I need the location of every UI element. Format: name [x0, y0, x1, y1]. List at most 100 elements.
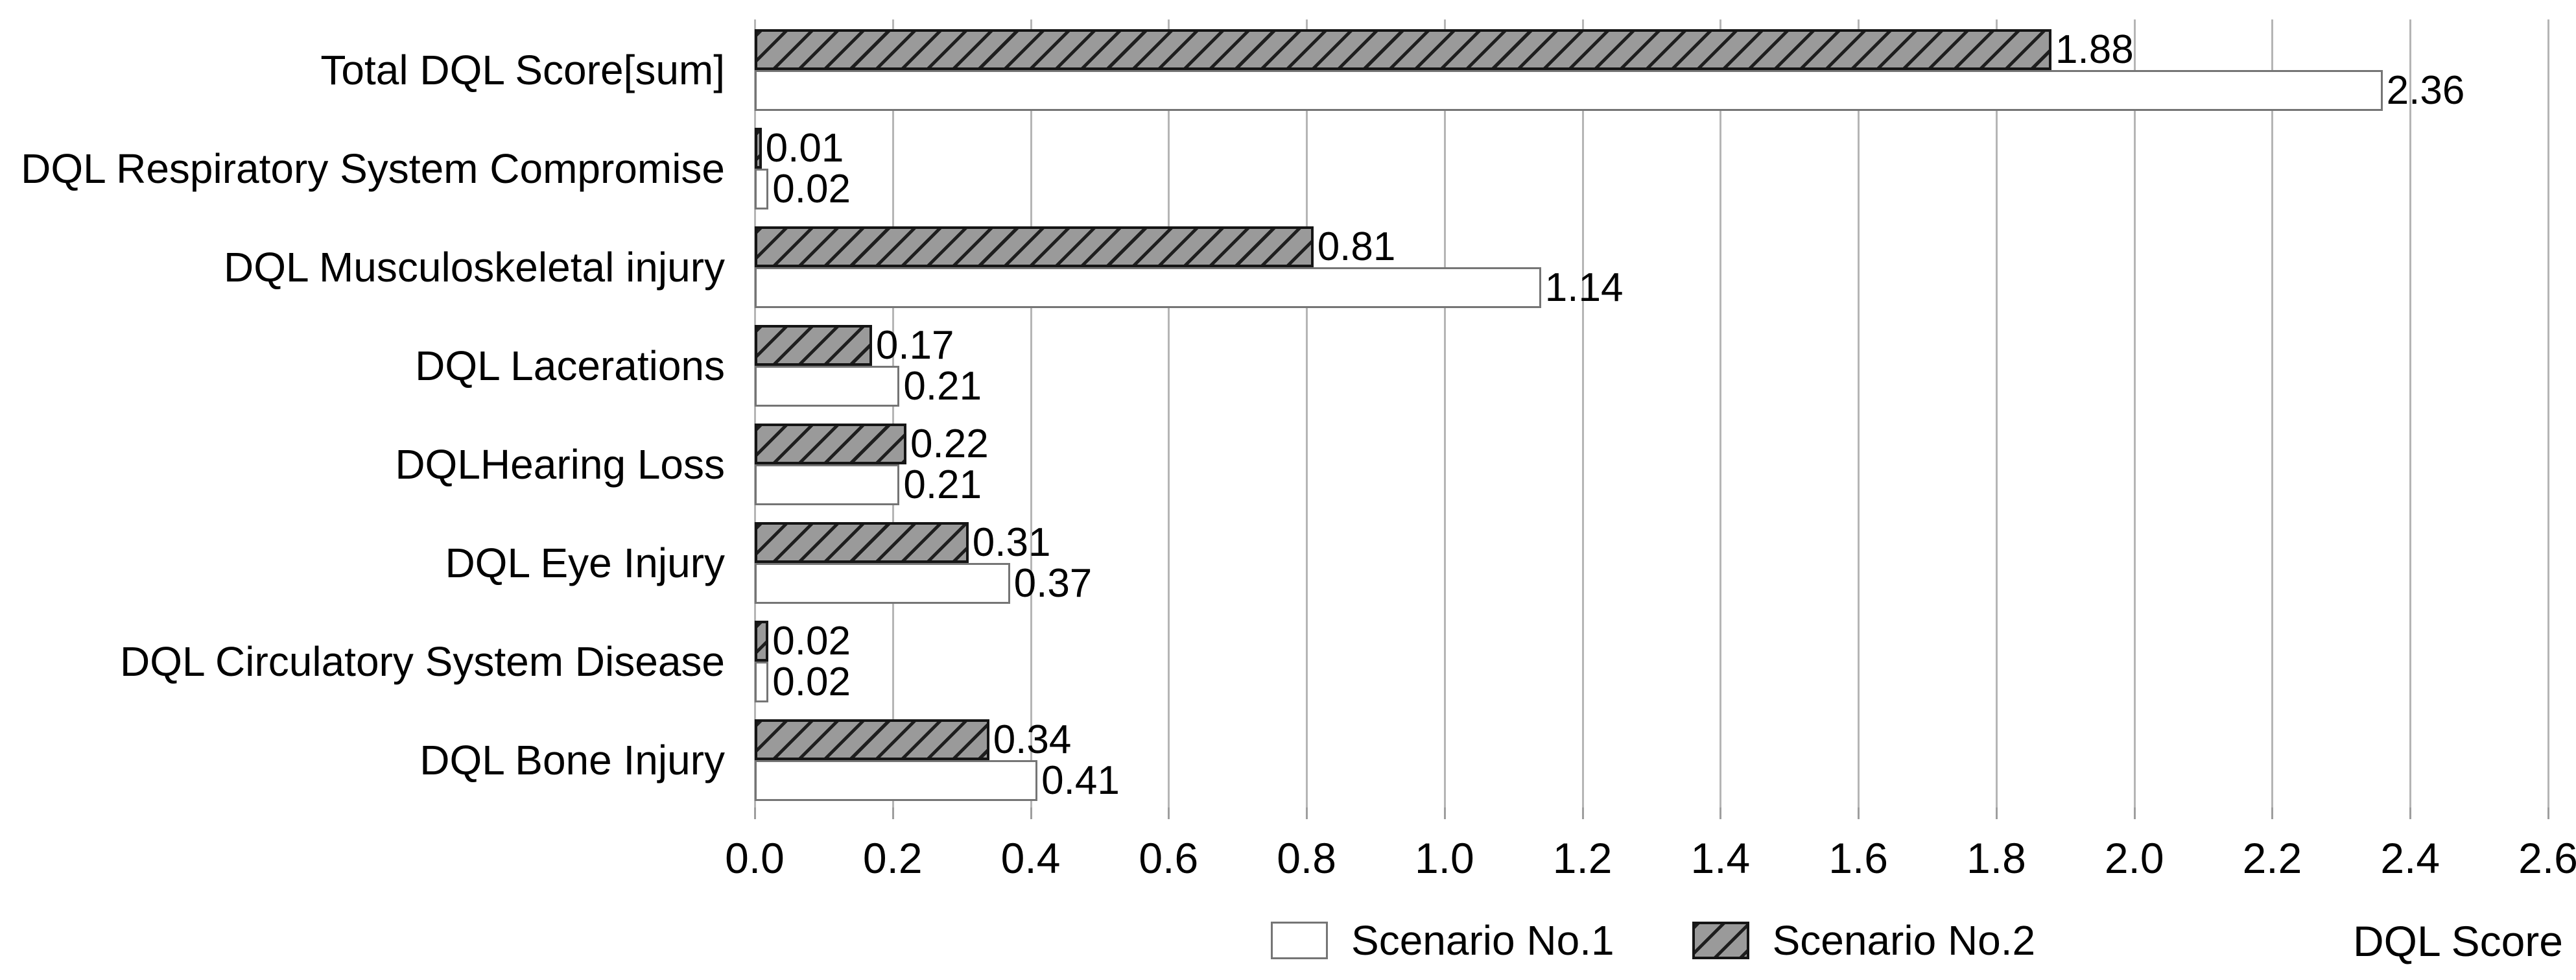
bar-line: 0.22: [755, 424, 2548, 464]
bar-group: 1.88 2.36: [755, 29, 2548, 111]
value-label: 0.37: [1013, 560, 1093, 606]
gridline: [1858, 19, 1860, 807]
value-label: 0.02: [772, 618, 851, 663]
bar-hatched-scenario-no-2: [755, 424, 907, 464]
axis-tick-label: 0.2: [862, 834, 923, 882]
axis-tick-mark: [1858, 807, 1860, 819]
axis-tick-label: 1.2: [1552, 834, 1613, 882]
gridline: [754, 19, 756, 807]
axis-tick-label: 2.6: [2518, 834, 2576, 882]
axis-tick-label: 1.8: [1967, 834, 2026, 882]
bar-hatched-scenario-no-2: [755, 325, 872, 366]
gridline: [1581, 19, 1584, 807]
axis-tick-label: 1.4: [1690, 834, 1751, 882]
axis-tick-mark: [1030, 807, 1032, 819]
axis-tick-label: 2.4: [2380, 834, 2440, 882]
bar-line: 1.14: [755, 267, 2548, 308]
bar-group: 0.81 1.14: [755, 226, 2548, 308]
axis-tick-mark: [754, 807, 756, 819]
axis-tick-label: 1.0: [1414, 834, 1474, 882]
category-label: DQL Musculoskeletal injury: [223, 243, 725, 291]
value-label: 1.88: [2055, 27, 2134, 72]
axis-tick-mark: [1306, 807, 1308, 819]
legend-label: Scenario No.1: [1351, 917, 1614, 964]
bar-line: 2.36: [755, 70, 2548, 111]
bar-white-scenario-no-1: [755, 70, 2383, 111]
gridline: [1719, 19, 1722, 807]
bar-line: 0.41: [755, 760, 2548, 801]
axis-tick-mark: [892, 807, 894, 819]
gridline: [1306, 19, 1308, 807]
bar-group: 0.17 0.21: [755, 325, 2548, 407]
axis-tick-mark: [1168, 807, 1170, 819]
value-label: 2.36: [2386, 67, 2465, 113]
category-label: DQL Lacerations: [415, 342, 725, 389]
gridline: [892, 19, 894, 807]
gridline: [2409, 19, 2412, 807]
axis-tick-mark: [2133, 807, 2136, 819]
bar-white-scenario-no-1: [755, 267, 1541, 308]
axis-tick-label: 2.2: [2242, 834, 2302, 882]
x-axis-tick-marks: [754, 807, 2549, 820]
axis-tick-mark: [2547, 807, 2549, 819]
bar-group: 0.31 0.37: [755, 522, 2548, 604]
gridline: [2271, 19, 2274, 807]
bar-hatched-scenario-no-2: [755, 128, 762, 169]
bar-line: 0.31: [755, 522, 2548, 563]
value-label: 0.41: [1041, 758, 1120, 803]
legend: Scenario No.1 Scenario No.2: [1271, 920, 2035, 961]
axis-tick-label: 0.8: [1277, 834, 1336, 882]
category-label: Total DQL Score[sum]: [320, 46, 725, 93]
bar-line: 0.81: [755, 226, 2548, 267]
category-label: DQL Circulatory System Disease: [120, 638, 725, 685]
x-axis-title: DQL Score: [2352, 917, 2563, 965]
bar-line: 0.01: [755, 128, 2548, 169]
value-label: 0.17: [875, 322, 954, 368]
x-axis-tick-labels: 0.0 0.2 0.4 0.6 0.8 1.0 1.2 1.4 1.6 1.8 2.0 2.2 2.4 2…: [725, 834, 2576, 895]
value-label: 0.81: [1317, 224, 1396, 269]
bar-hatched-scenario-no-2: [755, 226, 1314, 267]
bar-line: 0.37: [755, 563, 2548, 604]
bar-group: 0.01 0.02: [755, 128, 2548, 209]
bar-hatched-scenario-no-2: [755, 719, 989, 760]
value-label: 0.02: [772, 166, 851, 211]
bar-hatched-scenario-no-2: [755, 621, 769, 662]
bar-line: 0.17: [755, 325, 2548, 366]
category-label: DQL Respiratory System Compromise: [21, 145, 725, 192]
legend-swatch-hatched-icon: [1692, 922, 1749, 959]
bar-line: 0.21: [755, 464, 2548, 505]
legend-item-scenario-no-1: Scenario No.1: [1271, 920, 1614, 961]
axis-tick-mark: [1719, 807, 1722, 819]
category-label: DQLHearing Loss: [395, 440, 725, 488]
value-label: 0.21: [903, 462, 982, 507]
bar-white-scenario-no-1: [755, 464, 900, 505]
bar-group: 0.22 0.21: [755, 424, 2548, 505]
axis-tick-mark: [1995, 807, 1998, 819]
gridline: [2547, 19, 2549, 807]
bar-white-scenario-no-1: [755, 366, 900, 407]
bar-line: 0.21: [755, 366, 2548, 407]
axis-tick-mark: [2271, 807, 2274, 819]
axis-tick-label: 0.0: [725, 834, 785, 882]
value-label: 0.01: [765, 125, 844, 171]
category-label: DQL Eye Injury: [445, 539, 725, 586]
axis-tick-mark: [2409, 807, 2412, 819]
legend-swatch-white-icon: [1271, 922, 1328, 959]
legend-label: Scenario No.2: [1772, 917, 2036, 964]
legend-item-scenario-no-2: Scenario No.2: [1692, 917, 2036, 964]
bar-white-scenario-no-1: [755, 662, 769, 702]
value-label: 0.02: [772, 659, 851, 704]
gridline: [1168, 19, 1170, 807]
axis-tick-mark: [1581, 807, 1584, 819]
axis-tick-label: 0.6: [1139, 834, 1199, 882]
value-label: 0.34: [993, 717, 1072, 762]
plot-area: 1.88 2.36 0.01 0.02 0.81 1.14 0.17 0.21 0.22 0.21…: [754, 19, 2549, 807]
category-label-gutter: Total DQL Score[sum] DQL Respiratory Syst…: [0, 0, 742, 980]
bar-line: 0.02: [755, 662, 2548, 702]
axis-tick-mark: [1443, 807, 1446, 819]
axis-tick-label: 2.0: [2104, 834, 2164, 882]
value-label: 0.21: [903, 363, 982, 409]
axis-tick-label: 1.6: [1828, 834, 1889, 882]
bar-group: 0.02 0.02: [755, 621, 2548, 702]
